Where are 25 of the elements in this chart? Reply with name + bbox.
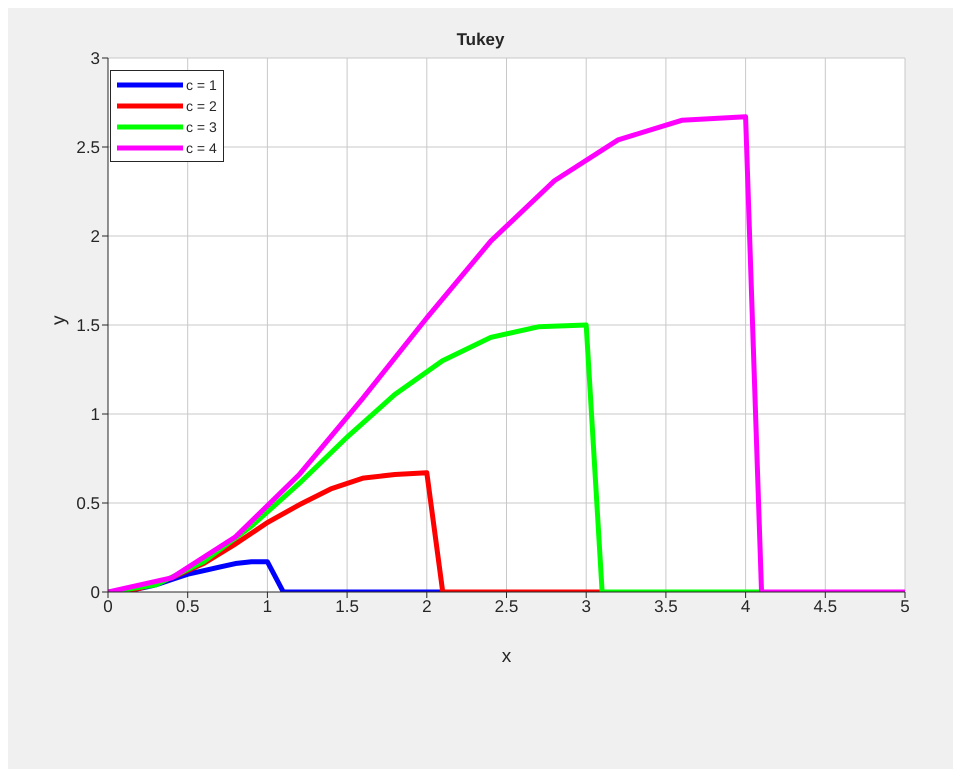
y-tick-label: 3 <box>90 49 100 68</box>
x-tick-label: 3 <box>581 597 591 616</box>
y-tick-label: 1.5 <box>76 316 100 336</box>
x-tick-label: 3.5 <box>654 597 678 616</box>
x-tick-label: 4.5 <box>813 597 838 616</box>
y-tick-label: 0 <box>90 583 100 602</box>
x-axis-title: x <box>502 646 512 667</box>
y-tick-label: 1 <box>90 405 100 424</box>
legend-label: c = 1 <box>186 76 217 92</box>
x-tick-label: 1 <box>262 597 272 616</box>
y-tick-label: 0.5 <box>76 494 100 514</box>
y-tick-label: 2 <box>90 227 100 246</box>
x-tick-label: 2.5 <box>494 597 518 616</box>
x-tick-label: 0 <box>103 597 113 616</box>
x-tick-label: 2 <box>422 597 432 616</box>
legend-label: c = 2 <box>186 98 217 114</box>
x-tick-label: 0.5 <box>176 597 200 616</box>
chart-title: Tukey <box>456 30 506 50</box>
y-axis-title: y <box>48 315 70 325</box>
x-tick-label: 1.5 <box>335 597 359 616</box>
x-tick-label: 5 <box>900 597 910 616</box>
x-tick-label: 4 <box>740 597 750 616</box>
legend-label: c = 3 <box>186 118 217 134</box>
y-tick-label: 2.5 <box>76 138 100 158</box>
legend-label: c = 4 <box>186 140 217 156</box>
